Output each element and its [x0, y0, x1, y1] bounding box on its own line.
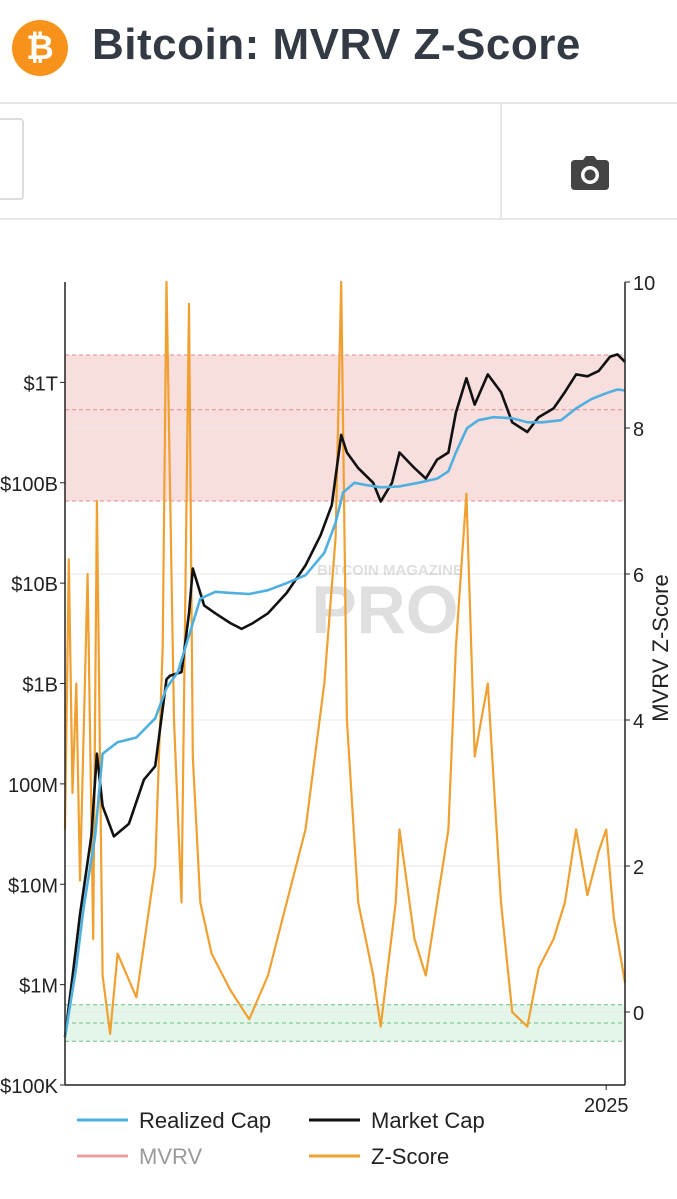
x-tick-label: 2025 [584, 1095, 629, 1117]
legend-item-mvrv[interactable]: MVRV [77, 1144, 202, 1169]
bitcoin-logo-icon: ₿ [12, 20, 68, 76]
left-tick-label: 100M [8, 775, 58, 797]
legend-label-z-score: Z-Score [371, 1144, 449, 1169]
watermark: BITCOIN MAGAZINE PRO [311, 562, 463, 648]
left-tick-label: $100K [0, 1076, 58, 1098]
right-tick-label: 6 [633, 565, 644, 587]
legend-label-mvrv: MVRV [139, 1144, 202, 1169]
mvrv-chart: BITCOIN MAGAZINE PRO $1T$100B$10B$1B100M… [0, 273, 673, 1169]
series-line-z-score [63, 280, 627, 1036]
chart-toolbar [0, 102, 677, 220]
chart-axes: $1T $100B $10B $1B 100M $10M $1M $100K 10 8 6 4 2 0 20… [0, 273, 655, 1117]
page-header: ₿ Bitcoin: MVRV Z-Score [0, 0, 677, 100]
watermark-line2: PRO [311, 572, 458, 648]
right-tick-label: 8 [633, 419, 644, 441]
right-tick-label: 2 [633, 857, 644, 879]
left-tick-label: $1M [19, 976, 58, 998]
toolbar-divider [500, 104, 502, 218]
chart-gridlines [65, 427, 625, 1013]
left-tick-label: $1B [22, 675, 58, 697]
toolbar-selector[interactable] [0, 118, 24, 200]
left-tick-label: $100B [0, 474, 58, 496]
legend-item-z-score[interactable]: Z-Score [309, 1144, 449, 1169]
legend-item-market-cap[interactable]: Market Cap [309, 1108, 485, 1133]
legend: Realized Cap Market Cap MVRV Z-Score [77, 1108, 485, 1169]
series-line-market-cap [63, 353, 626, 1038]
page-title: Bitcoin: MVRV Z-Score [92, 20, 581, 69]
camera-icon[interactable] [571, 156, 609, 190]
watermark-line1: BITCOIN MAGAZINE [317, 562, 463, 579]
right-tick-label: 0 [633, 1003, 644, 1025]
legend-label-market-cap: Market Cap [371, 1108, 485, 1133]
right-tick-label: 4 [633, 711, 644, 733]
legend-item-realized-cap[interactable]: Realized Cap [77, 1108, 271, 1133]
series-line-realized-cap [63, 388, 626, 1038]
chart-bands [65, 354, 625, 1042]
right-axis-label: MVRV Z-Score [648, 574, 673, 722]
legend-label-realized-cap: Realized Cap [139, 1108, 271, 1133]
chart-series [63, 280, 627, 1038]
right-tick-label: 10 [633, 273, 655, 295]
left-tick-label: $10M [8, 875, 58, 897]
left-tick-label: $1T [24, 373, 58, 395]
left-tick-label: $10B [11, 574, 58, 596]
